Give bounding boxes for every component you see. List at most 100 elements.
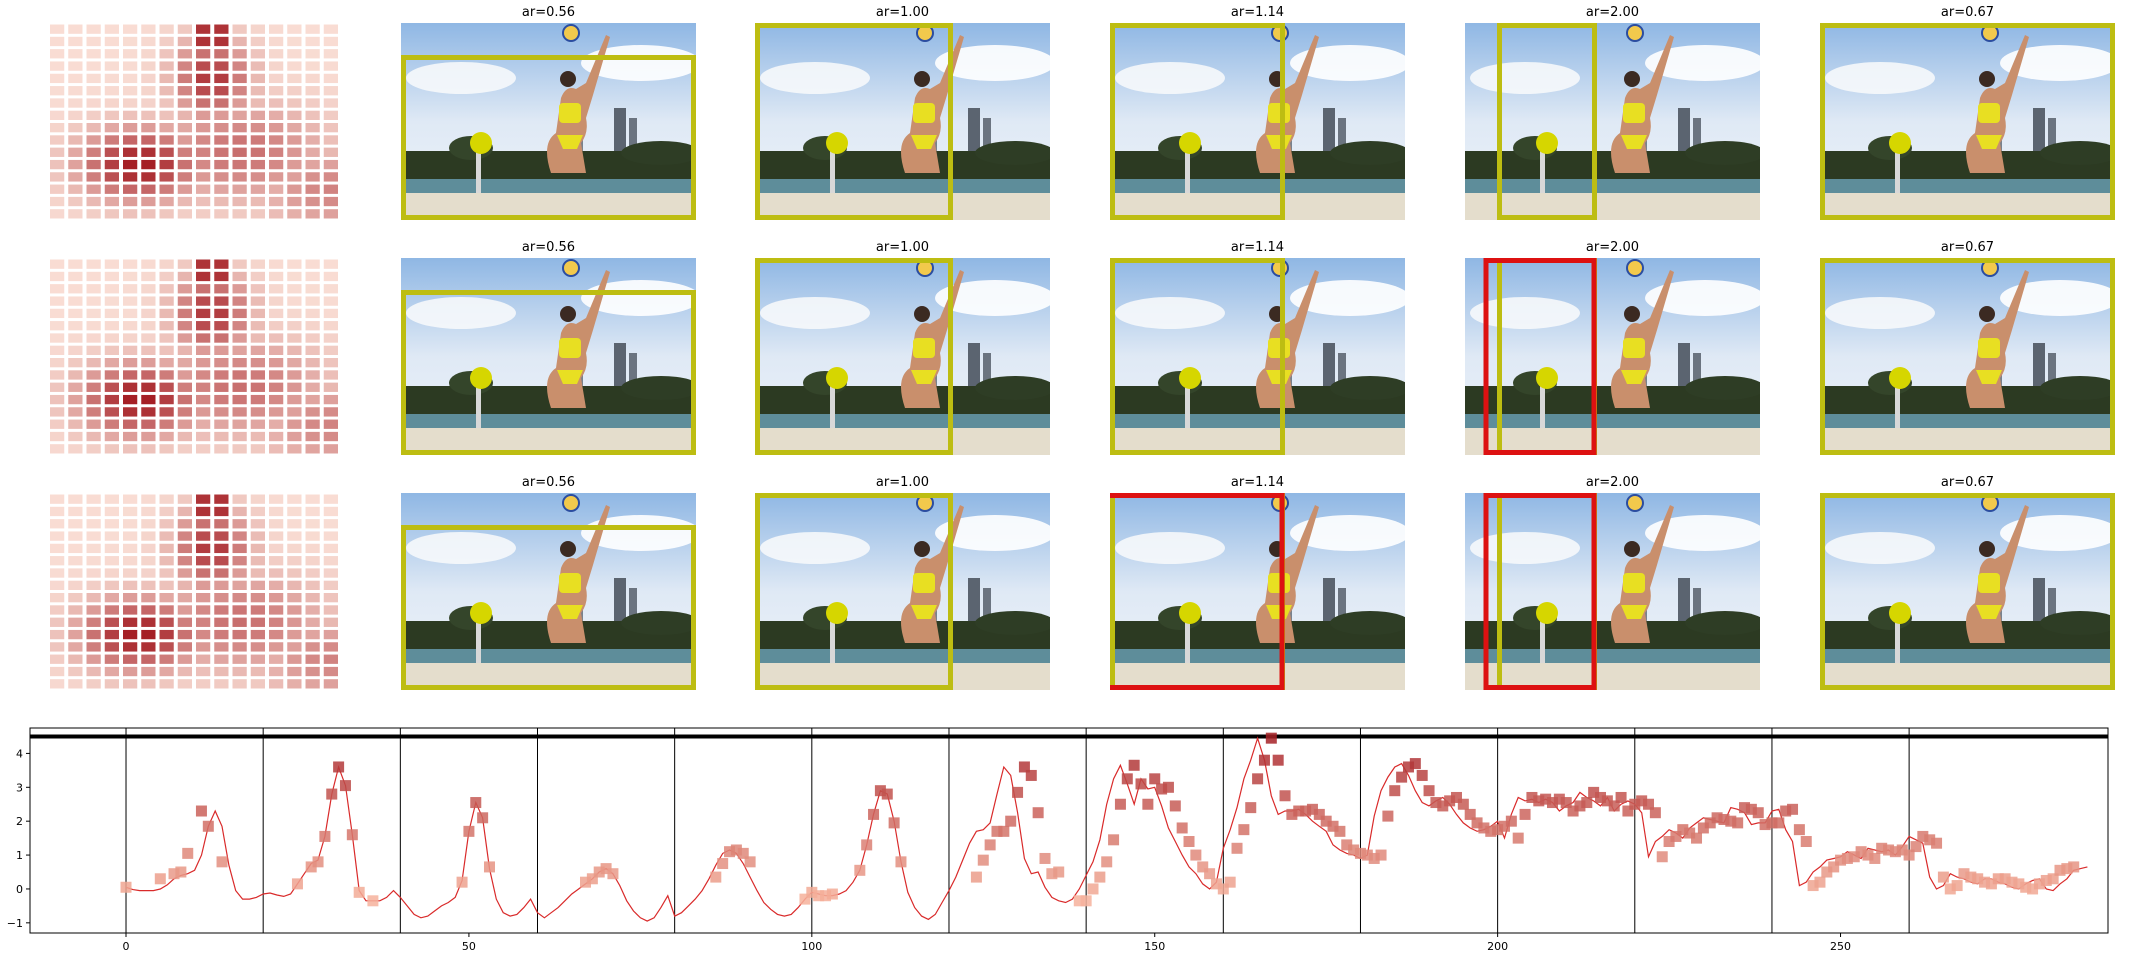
data-marker [737,847,749,859]
heatmap-cell [250,580,265,590]
data-marker [1471,817,1483,829]
data-marker [1108,834,1120,846]
heatmap-cell [250,271,265,282]
heatmap-cell [123,296,138,306]
heatmap-cell [269,147,284,157]
heatmap-cell [287,135,302,145]
data-marker [1245,802,1257,814]
data-marker [1094,871,1106,883]
heatmap-cell [269,61,284,71]
heatmap-cell [177,382,192,392]
heatmap-cell [305,519,320,529]
heatmap-cell [196,321,211,331]
heatmap-cell [269,172,284,182]
heatmap-cell [68,24,83,34]
heatmap-cell [250,147,265,157]
heatmap-cell [250,519,265,529]
heatmap-cell [287,209,302,219]
heatmap-cell [86,370,101,380]
y-tick-label: 1 [16,849,23,862]
heatmap-cell [196,86,211,96]
attention-heatmap [50,259,338,454]
data-marker [1437,800,1449,812]
heatmap-cell [50,98,65,108]
heatmap-cell [86,123,101,133]
heatmap-cell [50,296,65,306]
data-marker [1409,758,1421,770]
heatmap-cell [141,605,156,615]
heatmap-cell [104,345,119,355]
heatmap-cell [323,679,338,689]
tile-title: ar=2.00 [1585,5,1640,20]
data-marker [1396,771,1408,783]
data-marker [2013,878,2025,890]
data-marker [1560,797,1572,809]
data-marker [1293,805,1305,817]
heatmap-cell [50,444,65,454]
heatmap-cell [250,36,265,47]
heatmap-cell [50,209,65,219]
data-marker [1018,761,1030,773]
data-marker [1135,778,1147,790]
heatmap-cell [141,73,156,84]
beach-volleyball-image [1110,493,1405,690]
data-marker [1272,754,1284,766]
heatmap-cell [141,135,156,145]
heatmap-cell [50,24,65,34]
heatmap-cell [104,296,119,306]
heatmap-cell [177,358,192,368]
heatmap-cell [250,506,265,517]
heatmap-cell [214,86,229,96]
heatmap-cell [232,617,247,627]
data-marker [470,797,482,809]
data-marker [1972,873,1984,885]
heatmap-cell [177,259,192,269]
heatmap-cell [104,370,119,380]
data-marker [1924,834,1936,846]
heatmap-cell [177,419,192,429]
heatmap-cell [68,666,83,677]
data-marker [319,830,331,842]
heatmap-cell [86,345,101,355]
heatmap-cell [177,296,192,306]
x-tick-label: 150 [1144,940,1165,953]
heatmap-cell [323,184,338,194]
heatmap-cell [269,123,284,133]
heatmap-cell [123,172,138,182]
heatmap-cell [141,321,156,331]
heatmap-cell [123,394,138,405]
heatmap-cell [141,184,156,194]
heatmap-cell [177,24,192,34]
data-marker [2054,864,2066,876]
heatmap-cell [123,444,138,454]
heatmap-cell [141,494,156,504]
heatmap-cell [141,123,156,133]
heatmap-cell [177,172,192,182]
heatmap-cell [250,172,265,182]
data-marker [881,788,893,800]
data-marker [730,844,742,856]
heatmap-cell [104,519,119,529]
heatmap-cell [196,494,211,504]
heatmap-cell [50,654,65,664]
data-marker [724,846,736,858]
heatmap-cell [323,135,338,145]
data-marker [2027,883,2039,895]
beach-volleyball-image [401,493,696,690]
heatmap-cell [305,196,320,207]
heatmap-cell [232,110,247,120]
data-marker [1176,822,1188,834]
heatmap-cell [305,36,320,47]
heatmap-cell [269,444,284,454]
heatmap-cell [232,444,247,454]
heatmap-cell [232,519,247,529]
heatmap-cell [141,531,156,541]
heatmap-cell [50,135,65,145]
heatmap-cell [214,494,229,504]
heatmap-cell [123,370,138,380]
heatmap-cell [123,494,138,504]
heatmap-cell [159,296,174,306]
heatmap-cell [141,543,156,554]
heatmap-cell [141,284,156,294]
heatmap-cell [269,159,284,170]
